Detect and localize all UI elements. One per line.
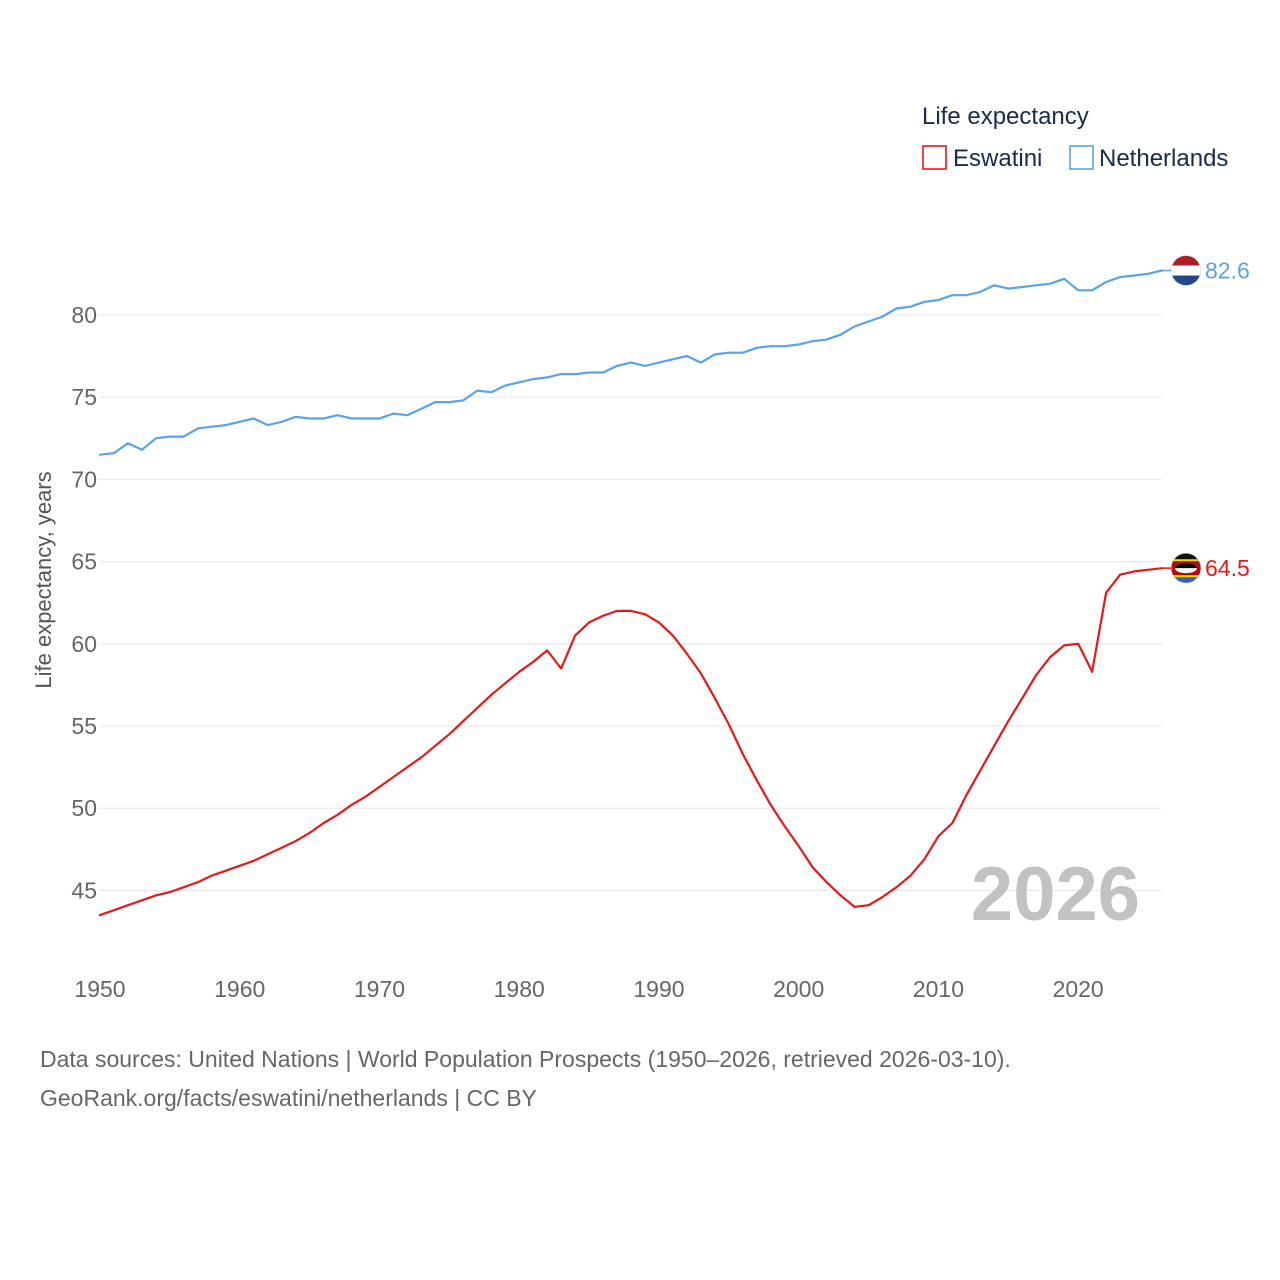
x-tick-label: 2010 xyxy=(913,976,964,1002)
legend-label-eswatini[interactable]: Eswatini xyxy=(953,145,1042,172)
legend: Life expectancy Eswatini Netherlands xyxy=(922,103,1228,172)
x-axis-ticks: 1950 1960 1970 1980 1990 2000 2010 2020 xyxy=(74,976,1103,1002)
x-tick-label: 2000 xyxy=(773,976,824,1002)
series-lines xyxy=(98,269,1164,917)
legend-title: Life expectancy xyxy=(922,103,1089,130)
y-tick-label: 50 xyxy=(71,795,97,821)
x-tick-label: 1960 xyxy=(214,976,265,1002)
end-markers: 64.5 82.6 xyxy=(1162,255,1250,584)
x-tick-label: 1980 xyxy=(494,976,545,1002)
x-tick-label: 1950 xyxy=(74,976,125,1002)
x-tick-label: 1990 xyxy=(633,976,684,1002)
source-note: Data sources: United Nations | World Pop… xyxy=(40,1040,1011,1118)
y-tick-label: 70 xyxy=(71,466,97,492)
source-line-2[interactable]: GeoRank.org/facts/eswatini/netherlands |… xyxy=(40,1085,537,1111)
x-tick-label: 1970 xyxy=(354,976,405,1002)
netherlands-flag-icon xyxy=(1170,255,1202,286)
y-tick-label: 75 xyxy=(71,384,97,410)
series-line-eswatini[interactable] xyxy=(98,567,1164,917)
y-tick-label: 65 xyxy=(71,549,97,575)
legend-swatch-eswatini[interactable] xyxy=(922,145,947,170)
line-chart: 45 50 55 60 65 70 75 80 1950 1960 1970 1980 1990 200… xyxy=(31,103,1250,1002)
y-tick-label: 45 xyxy=(71,877,97,903)
y-tick-label: 80 xyxy=(71,302,97,328)
legend-label-netherlands[interactable]: Netherlands xyxy=(1099,145,1228,172)
source-line-1: Data sources: United Nations | World Pop… xyxy=(40,1046,1011,1072)
year-watermark: 2026 xyxy=(971,852,1140,937)
series-line-netherlands[interactable] xyxy=(98,269,1164,456)
y-tick-label: 60 xyxy=(71,631,97,657)
grid-lines xyxy=(100,314,1162,891)
y-tick-label: 55 xyxy=(71,713,97,739)
eswatini-flag-icon xyxy=(1170,552,1202,584)
x-tick-label: 2020 xyxy=(1053,976,1104,1002)
y-axis-label: Life expectancy, years xyxy=(31,471,56,688)
legend-swatch-netherlands[interactable] xyxy=(1069,145,1094,170)
end-value-label-netherlands: 82.6 xyxy=(1205,258,1250,284)
y-axis-ticks: 45 50 55 60 65 70 75 80 xyxy=(71,302,97,904)
end-value-label-eswatini: 64.5 xyxy=(1205,555,1250,581)
